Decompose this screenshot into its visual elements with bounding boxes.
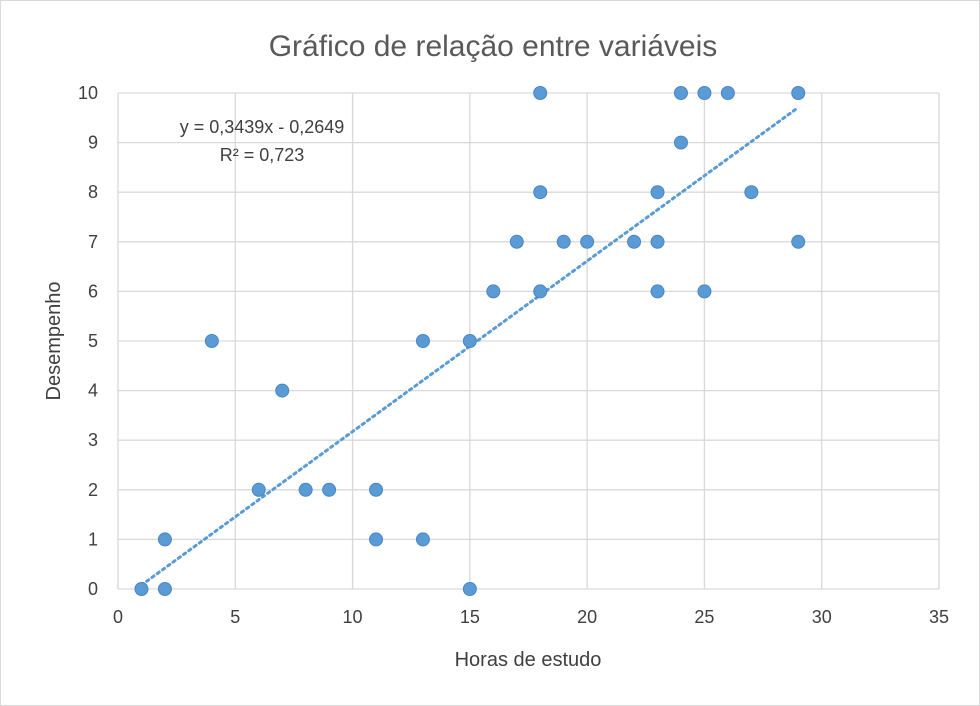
y-axis-label: Desempenho <box>43 282 65 401</box>
y-tick-label: 6 <box>88 281 98 301</box>
y-tick-label: 2 <box>88 480 98 500</box>
data-point <box>486 284 501 299</box>
data-point <box>533 185 548 200</box>
y-tick-label: 4 <box>88 381 98 401</box>
trendline-r-squared: R² = 0,723 <box>220 145 305 165</box>
data-point <box>369 532 384 547</box>
y-tick-label: 9 <box>88 133 98 153</box>
data-point <box>157 532 172 547</box>
data-point <box>580 234 595 249</box>
data-point <box>791 86 806 100</box>
data-point <box>673 86 688 100</box>
y-tick-label: 1 <box>88 529 98 549</box>
x-tick-label: 0 <box>113 607 123 627</box>
data-point <box>298 482 313 497</box>
x-tick-label: 30 <box>812 607 832 627</box>
data-point <box>462 582 477 596</box>
y-tick-label: 8 <box>88 182 98 202</box>
gridlines <box>117 92 940 590</box>
data-point <box>134 582 149 596</box>
data-point <box>650 185 665 200</box>
data-point <box>415 532 430 547</box>
data-point <box>369 482 384 497</box>
x-tick-label: 15 <box>460 607 480 627</box>
data-point <box>462 334 477 348</box>
x-axis-label: Horas de estudo <box>455 649 602 671</box>
x-tick-label: 10 <box>343 607 363 627</box>
data-point <box>650 284 665 299</box>
data-point <box>509 234 524 249</box>
data-point <box>697 284 712 299</box>
y-tick-label: 7 <box>88 232 98 252</box>
data-points <box>134 86 806 596</box>
y-tick-label: 3 <box>88 430 98 450</box>
y-tick-label: 0 <box>88 579 98 599</box>
y-tick-label: 10 <box>78 83 98 103</box>
data-point <box>204 334 219 348</box>
data-point <box>157 582 172 596</box>
x-tick-label: 20 <box>577 607 597 627</box>
data-point <box>697 86 712 100</box>
data-point <box>251 482 266 497</box>
data-point <box>791 234 806 249</box>
tick-labels: 0 1 2 3 4 5 6 7 8 9 10 0 5 10 15 20 25 30 35 <box>78 83 949 627</box>
x-tick-label: 25 <box>694 607 714 627</box>
data-point <box>627 234 642 249</box>
y-tick-label: 5 <box>88 331 98 351</box>
data-point <box>720 86 735 100</box>
data-point <box>275 383 290 398</box>
data-point <box>650 234 665 249</box>
chart-title: Gráfico de relação entre variáveis <box>269 30 718 63</box>
data-point <box>533 284 548 299</box>
data-point <box>744 185 759 200</box>
data-point <box>322 482 337 497</box>
data-point <box>556 234 571 249</box>
x-tick-label: 5 <box>230 607 240 627</box>
data-point <box>415 334 430 348</box>
x-tick-label: 35 <box>929 607 949 627</box>
data-point <box>533 86 548 100</box>
data-point <box>673 135 688 150</box>
trendline-equation: y = 0,3439x - 0,2649 <box>180 117 345 137</box>
